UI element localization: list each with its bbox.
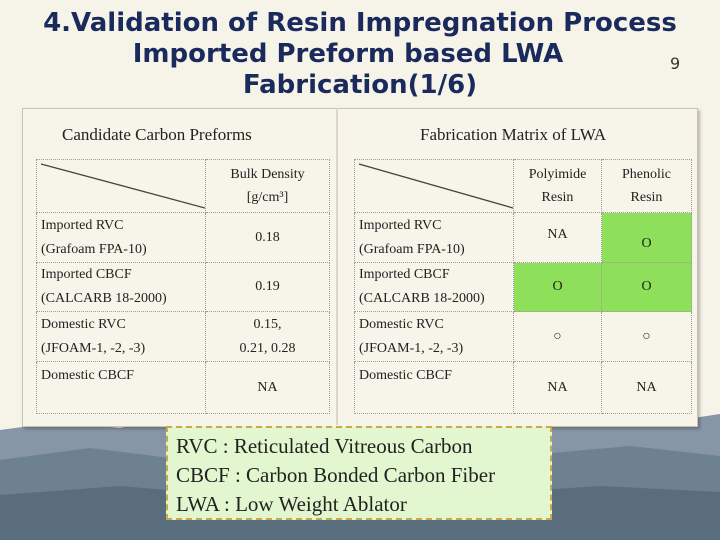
- title-line-2: Imported Preform based LWA: [132, 39, 564, 69]
- density-value: 0.18: [205, 212, 330, 263]
- preform-density-table: Bulk Density [g/cm³] Imported RVC (Grafo…: [36, 159, 330, 414]
- preform-name: Imported RVC: [41, 217, 124, 233]
- header-line: Resin: [541, 190, 574, 205]
- preform-name: Domestic CBCF: [41, 368, 134, 383]
- phenolic-status: O: [601, 212, 692, 263]
- table-row: Imported CBCF (CALCARB 18-2000) O O: [354, 262, 692, 312]
- phenolic-status: O: [601, 262, 692, 312]
- preform-name: Domestic RVC: [41, 316, 126, 332]
- preform-name-cell: Domestic CBCF: [354, 361, 514, 414]
- polyimide-status: NA: [513, 212, 602, 263]
- phenolic-resin-header: Phenolic Resin: [601, 159, 692, 213]
- table-corner-cell: [36, 159, 206, 213]
- title-line-3: Fabrication(1/6): [242, 70, 478, 100]
- bulk-density-header: Bulk Density [g/cm³]: [205, 159, 330, 213]
- header-line: Phenolic: [622, 167, 671, 182]
- table-row: Imported CBCF (CALCARB 18-2000) 0.19: [36, 262, 330, 312]
- preform-grade: (JFOAM-1, -2, -3): [41, 340, 146, 356]
- section-divider: [336, 108, 338, 425]
- corner-diagonal-line: [40, 163, 205, 209]
- density-value-cell: 0.15, 0.21, 0.28: [205, 311, 330, 362]
- legend-line-lwa: LWA : Low Weight Ablator: [176, 492, 407, 516]
- table-corner-cell: [354, 159, 514, 213]
- table-row: Imported RVC (Grafoam FPA-10) NA O: [354, 212, 692, 263]
- phenolic-status: ○: [601, 311, 692, 362]
- polyimide-status: O: [513, 262, 602, 312]
- density-value: 0.15,: [253, 316, 282, 332]
- page-number: 9: [670, 54, 681, 73]
- preform-name-cell: Imported CBCF (CALCARB 18-2000): [354, 262, 514, 312]
- preform-grade: (CALCARB 18-2000): [41, 291, 167, 306]
- slide-title: 4.Validation of Resin Impregnation Proce…: [0, 8, 720, 101]
- header-line: Polyimide: [528, 167, 587, 182]
- preform-grade: (JFOAM-1, -2, -3): [359, 340, 464, 356]
- density-value: 0.21, 0.28: [239, 340, 296, 356]
- preform-grade: (CALCARB 18-2000): [359, 291, 485, 306]
- preform-grade: (Grafoam FPA-10): [41, 241, 147, 257]
- right-section-heading: Fabrication Matrix of LWA: [420, 125, 607, 144]
- preform-name: Domestic CBCF: [359, 368, 452, 383]
- header-line: Resin: [630, 190, 663, 205]
- polyimide-status: ○: [513, 311, 602, 362]
- table-row: Domestic RVC (JFOAM-1, -2, -3) 0.15, 0.2…: [36, 311, 330, 362]
- preform-name: Imported RVC: [359, 217, 442, 233]
- legend-line-rvc: RVC : Reticulated Vitreous Carbon: [176, 434, 473, 458]
- preform-name-cell: Domestic RVC (JFOAM-1, -2, -3): [36, 311, 206, 362]
- fabrication-matrix-table: Polyimide Resin Phenolic Resin Imported …: [354, 159, 692, 414]
- preform-name-cell: Domestic RVC (JFOAM-1, -2, -3): [354, 311, 514, 362]
- preform-grade: (Grafoam FPA-10): [359, 241, 465, 257]
- preform-name-cell: Imported CBCF (CALCARB 18-2000): [36, 262, 206, 312]
- preform-name-cell: Imported RVC (Grafoam FPA-10): [36, 212, 206, 263]
- preform-name: Domestic RVC: [359, 316, 444, 332]
- preform-name-cell: Domestic CBCF: [36, 361, 206, 414]
- header-line: Bulk Density: [230, 167, 305, 182]
- table-row: Domestic CBCF NA: [36, 361, 330, 414]
- title-line-1: 4.Validation of Resin Impregnation Proce…: [43, 8, 677, 38]
- table-row: Domestic RVC (JFOAM-1, -2, -3) ○ ○: [354, 311, 692, 362]
- abbreviation-legend: RVC : Reticulated Vitreous Carbon CBCF :…: [166, 426, 552, 520]
- legend-line-cbcf: CBCF : Carbon Bonded Carbon Fiber: [176, 463, 496, 487]
- preform-name: Imported CBCF: [359, 267, 450, 282]
- density-value: NA: [205, 361, 330, 414]
- header-line: [g/cm³]: [246, 190, 289, 205]
- polyimide-status: NA: [513, 361, 602, 414]
- left-section-heading: Candidate Carbon Preforms: [62, 125, 252, 144]
- phenolic-status: NA: [601, 361, 692, 414]
- preform-name-cell: Imported RVC (Grafoam FPA-10): [354, 212, 514, 263]
- preform-name: Imported CBCF: [41, 267, 132, 282]
- table-row: Imported RVC (Grafoam FPA-10) 0.18: [36, 212, 330, 263]
- density-value: 0.19: [205, 262, 330, 312]
- corner-diagonal-line: [358, 163, 513, 209]
- polyimide-resin-header: Polyimide Resin: [513, 159, 602, 213]
- table-row: Domestic CBCF NA NA: [354, 361, 692, 414]
